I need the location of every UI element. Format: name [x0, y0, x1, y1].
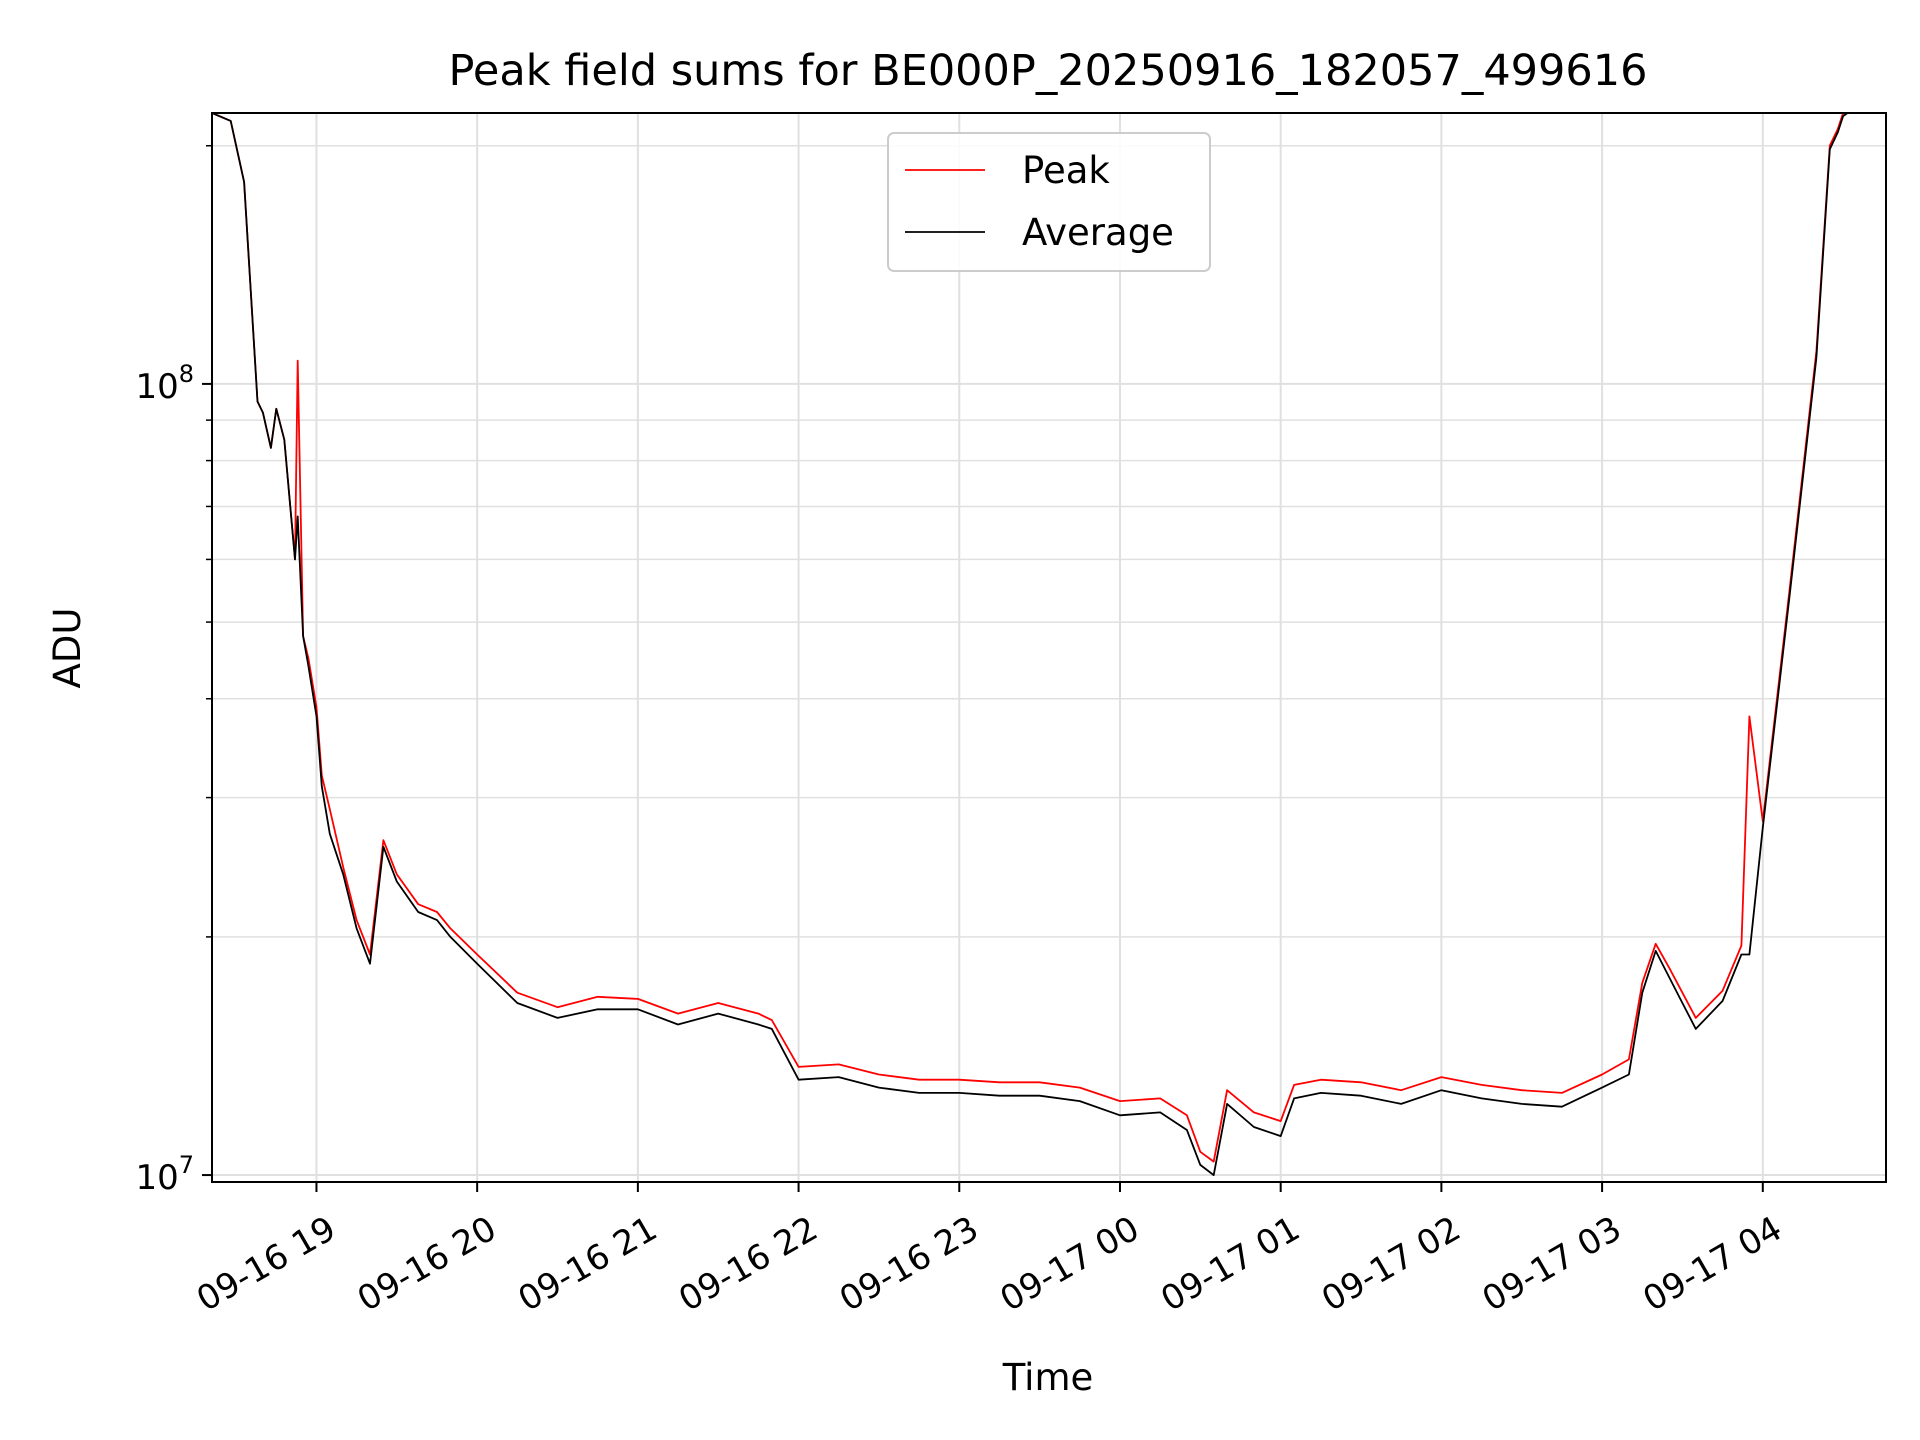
x-axis-label: Time	[1002, 1356, 1094, 1399]
legend: Peak Average	[887, 132, 1211, 272]
y-axis-label: ADU	[46, 608, 89, 689]
y-axis: 107 108	[135, 144, 212, 1198]
chart-title: Peak field sums for BE000P_20250916_1820…	[449, 46, 1648, 96]
y-tick-label: 108	[135, 360, 194, 407]
plot-frame	[211, 112, 1887, 1183]
legend-label: Average	[1022, 211, 1174, 254]
legend-label: Peak	[1022, 149, 1110, 192]
series-line-average	[212, 113, 1850, 1176]
legend-box	[887, 132, 1211, 272]
y-tick-label: 107	[135, 1151, 194, 1198]
series-layer	[212, 113, 1850, 1176]
